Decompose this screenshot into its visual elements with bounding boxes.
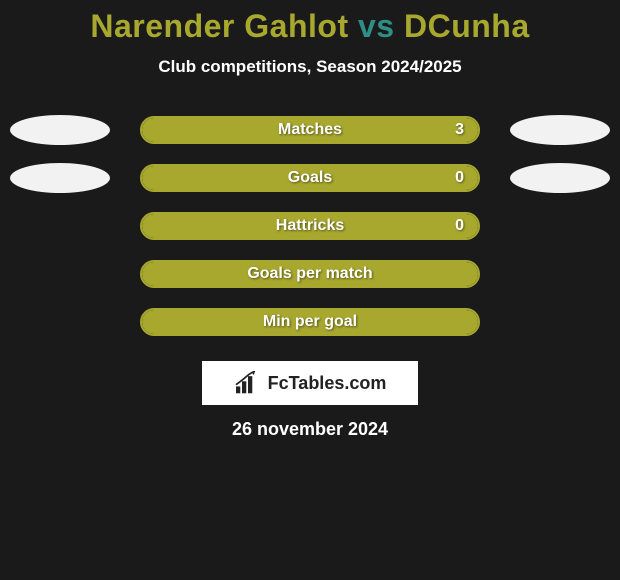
stat-label: Hattricks — [276, 217, 344, 235]
stat-row: Hattricks 0 — [0, 211, 620, 241]
player2-name: DCunha — [404, 8, 530, 44]
stat-row: Goals 0 — [0, 163, 620, 193]
logo-box: FcTables.com — [202, 361, 418, 405]
comparison-panel: Narender Gahlot vs DCunha Club competiti… — [0, 0, 620, 440]
page-title: Narender Gahlot vs DCunha — [0, 8, 620, 45]
stat-label: Matches — [278, 121, 342, 139]
vs-label: vs — [358, 8, 395, 44]
stat-row: Matches 3 — [0, 115, 620, 145]
subtitle: Club competitions, Season 2024/2025 — [0, 57, 620, 77]
stat-bar: Hattricks 0 — [140, 212, 480, 240]
stat-bar: Matches 3 — [140, 116, 480, 144]
stat-bar: Goals per match — [140, 260, 480, 288]
fctables-logo-icon — [234, 371, 262, 395]
stat-value: 0 — [455, 217, 464, 235]
left-ellipse — [10, 115, 110, 145]
logo-text: FcTables.com — [268, 373, 387, 394]
stat-label: Goals per match — [247, 265, 372, 283]
stat-value: 3 — [455, 121, 464, 139]
stat-label: Min per goal — [263, 313, 357, 331]
date-label: 26 november 2024 — [0, 419, 620, 440]
right-ellipse — [510, 163, 610, 193]
left-ellipse — [10, 163, 110, 193]
stat-label: Goals — [288, 169, 332, 187]
stat-row: Goals per match — [0, 259, 620, 289]
stat-bar: Min per goal — [140, 308, 480, 336]
right-ellipse — [510, 115, 610, 145]
player1-name: Narender Gahlot — [90, 8, 348, 44]
stat-row: Min per goal — [0, 307, 620, 337]
stat-value: 0 — [455, 169, 464, 187]
stat-bar: Goals 0 — [140, 164, 480, 192]
stat-rows: Matches 3 Goals 0 Hattricks 0 Goals per match M… — [0, 115, 620, 337]
